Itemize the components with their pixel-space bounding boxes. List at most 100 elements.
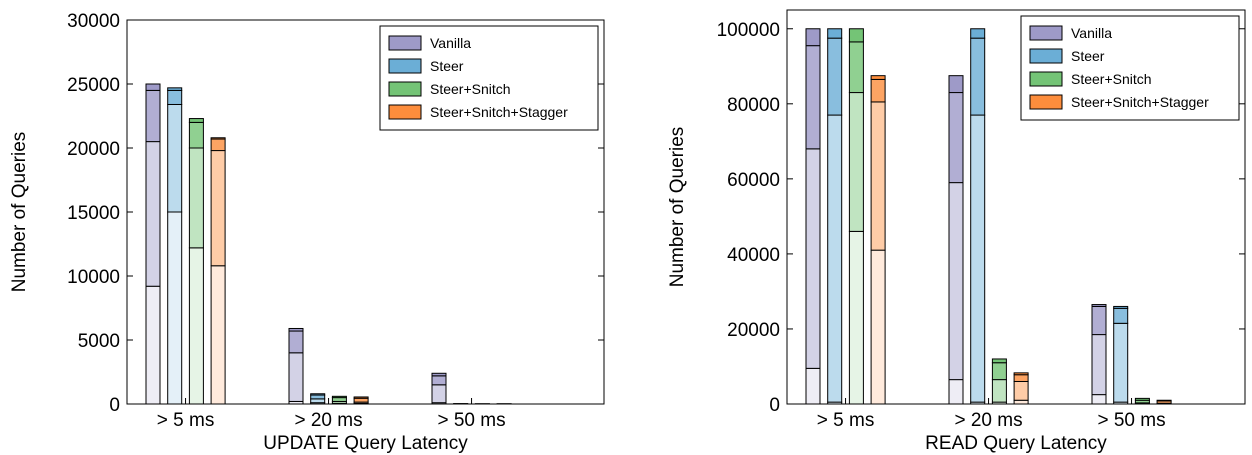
panel1-bar-2-cat2-seg4 [310,393,326,396]
panel2-legend-label-4: Steer+Snitch+Stagger [1071,94,1209,110]
panel1-bar-2-cat2-seg2 [310,398,326,404]
panel1-legend-label-4: Steer+Snitch+Stagger [430,104,568,120]
panel1-bar-3-cat1-seg4 [188,118,204,123]
panel2-bar-4-cat3-seg4 [1156,399,1172,402]
panel2-bar-4-cat1-seg4 [870,75,886,80]
panel2-x-tick-label: > 20 ms [954,410,1022,431]
panel1-bar-2-cat2-seg3 [310,394,326,400]
panel2-legend-swatch-2 [1029,48,1063,64]
panel2-bar-1-cat1-seg2 [805,148,821,369]
panel1-bar-3-cat1-seg3 [188,121,204,149]
panel2-legend-swatch-1 [1029,25,1063,41]
panel2-bar-1-cat2-seg4 [948,75,964,94]
panel1-bar-2-cat1-seg4 [167,87,183,91]
panel2-bar-4-cat2-seg1 [1013,399,1029,405]
panel1-bar-1-cat2-seg4 [288,327,304,332]
panel1-bar-1-cat2-seg2 [288,352,304,402]
panel2-bar-1-cat2-seg1 [948,379,964,405]
panel2-y-tick-label: 20000 [727,320,780,341]
panel1-bar-2-cat1-seg1 [167,211,183,405]
panel2-bar-3-cat3-seg4 [1134,397,1150,401]
panel1-bar-4-cat1-seg1 [210,265,226,405]
panel1-x-tick-label: > 50 ms [437,410,505,431]
panel2-bar-4-cat2-seg4 [1013,372,1029,376]
panel2-bar-4-cat1-seg1 [870,249,886,405]
panel1-bar-1-cat3-seg2 [431,384,447,404]
panel2-x-tick-label: > 50 ms [1097,410,1165,431]
panel1-x-axis-title: UPDATE Query Latency [263,433,468,454]
panel2-bar-1-cat1-seg1 [805,367,821,405]
panel2-y-tick-label: 100000 [717,20,780,41]
panel1-bar-3-cat2-seg3 [331,397,347,402]
panel2-y-tick-label: 80000 [727,95,780,116]
panel1-legend-label-2: Steer [430,58,464,74]
panel2-bar-4-cat2-seg3 [1013,374,1029,382]
panel2-bar-1-cat1-seg4 [805,28,821,47]
panel1-bar-4-cat1-seg2 [210,150,226,267]
panel1-y-axis-title: Number of Queries [9,132,30,293]
panel2-legend-label-3: Steer+Snitch [1071,71,1152,87]
panel2-bar-3-cat1-seg3 [848,41,864,94]
panel2-bar-2-cat3-seg3 [1113,307,1129,324]
panel2-legend-swatch-3 [1029,71,1063,87]
panel1-bar-1-cat3-seg3 [431,375,447,386]
panel1-y-tick-label: 25000 [67,75,120,96]
panel2-bar-4-cat2-seg2 [1013,380,1029,401]
panel2-bar-3-cat2-seg2 [991,379,1007,403]
panel2-bar-2-cat3-seg2 [1113,322,1129,403]
panel2-bar-1-cat3-seg3 [1091,305,1107,336]
panel2-bar-2-cat3-seg4 [1113,305,1129,309]
panel2-bar-2-cat2-seg2 [970,114,986,403]
panel1-y-tick-label: 5000 [78,331,120,352]
panel1-bar-4-cat2-seg4 [353,396,369,399]
panel2-bar-4-cat1-seg2 [870,101,886,251]
panel1-bar-4-cat1-seg4 [210,137,226,140]
panel1-x-tick-label: > 5 ms [157,410,215,431]
panel1-x-tick-label: > 20 ms [294,410,362,431]
panel1-legend-swatch-4 [388,104,422,120]
panel2-bar-2-cat2-seg4 [970,28,986,39]
panel2-bar-2-cat1-seg4 [827,28,843,39]
panel1-y-tick-label: 30000 [67,11,120,32]
panel2-bar-3-cat2-seg4 [991,358,1007,364]
panel1-y-tick-label: 20000 [67,139,120,160]
panel1-bar-1-cat1-seg4 [145,83,161,91]
panel2-y-tick-label: 60000 [727,170,780,191]
panel2-bar-3-cat1-seg1 [848,230,864,405]
panel2-bar-1-cat3-seg1 [1091,394,1107,405]
panel1-bar-3-cat2-seg4 [331,395,347,399]
panel2-bar-1-cat3-seg4 [1091,304,1107,307]
panel1-bar-1-cat3-seg4 [431,372,447,377]
panel1-bar-1-cat1-seg2 [145,141,161,287]
panel2-bar-1-cat2-seg2 [948,182,964,381]
panel1-legend-swatch-1 [388,35,422,51]
panel1-y-tick-label: 15000 [67,203,120,224]
panel1-bar-2-cat1-seg2 [167,103,183,213]
panel2-x-tick-label: > 5 ms [817,410,875,431]
panel1-y-tick-label: 0 [109,395,120,416]
panel1-y-tick-label: 10000 [67,267,120,288]
panel2-legend-label-2: Steer [1071,48,1105,64]
panel2-bar-1-cat3-seg2 [1091,334,1107,396]
panel2-bar-3-cat2-seg3 [991,362,1007,381]
panel1-bar-4-cat1-seg3 [210,138,226,152]
panel2-bar-3-cat1-seg2 [848,92,864,232]
panel2-bar-2-cat2-seg3 [970,37,986,116]
panel1-legend-label-3: Steer+Snitch [430,81,511,97]
panel1-bar-1-cat1-seg3 [145,89,161,143]
panel1-bar-2-cat1-seg3 [167,89,183,105]
panel2-x-axis-title: READ Query Latency [925,433,1107,454]
panel1-legend-swatch-2 [388,58,422,74]
panel2-y-tick-label: 40000 [727,245,780,266]
panel2-bar-4-cat1-seg3 [870,78,886,103]
panel2-y-axis-title: Number of Queries [667,127,688,288]
panel1-legend-label-1: Vanilla [430,35,471,51]
panel2-bar-2-cat1-seg2 [827,114,843,403]
panel2-bar-1-cat1-seg3 [805,45,821,150]
panel2-bar-1-cat2-seg3 [948,92,964,184]
panel1-legend-swatch-3 [388,81,422,97]
panel1-bar-1-cat1-seg1 [145,285,161,405]
panel1-bar-1-cat2-seg3 [288,330,304,354]
